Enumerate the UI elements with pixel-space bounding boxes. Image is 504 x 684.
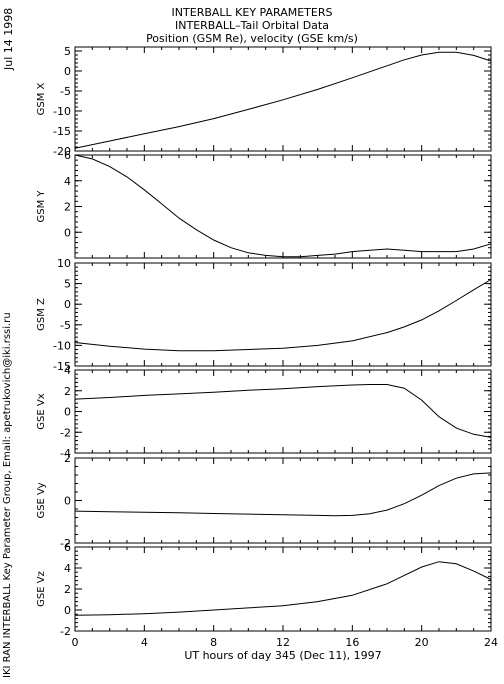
y-tick-label: 5: [64, 45, 71, 58]
y-tick-label: 0: [64, 495, 71, 508]
y-tick-label: 6: [64, 541, 71, 554]
y-tick-label: 10: [57, 257, 71, 270]
panel-frame-5: [74, 457, 492, 544]
y-tick-label: -5: [60, 319, 71, 332]
series-line-6: [74, 561, 492, 616]
y-tick-label: -2: [60, 426, 71, 439]
y-axis-label-4: GSE Vx: [36, 393, 47, 429]
y-tick-label: -15: [53, 125, 71, 138]
y-tick-label: 0: [64, 406, 71, 419]
y-tick-label: -20: [53, 145, 71, 158]
y-axis-label-1: GSM X: [36, 82, 47, 115]
y-axis-label-2: GSM Y: [36, 190, 47, 223]
x-tick-label: 24: [484, 636, 498, 649]
series-line-4: [74, 384, 492, 438]
x-tick-label: 16: [345, 636, 359, 649]
y-tick-label: -5: [60, 85, 71, 98]
series-line-5: [74, 472, 492, 517]
series-line-2: [74, 154, 492, 258]
y-axis-label-6: GSE Vz: [36, 571, 47, 607]
panel-frame-2: [74, 154, 492, 259]
series-line-1: [74, 51, 492, 149]
y-axis-label-5: GSE Vy: [36, 482, 47, 518]
y-tick-label: -2: [60, 537, 71, 550]
y-tick-label: 0: [64, 226, 71, 239]
series-line-3: [74, 279, 492, 352]
chart-subtitle-units: Position (GSM Re), velocity (GSE km/s): [146, 32, 358, 45]
y-tick-label: 4: [64, 364, 71, 377]
x-tick-label: 12: [276, 636, 290, 649]
y-tick-label: 2: [64, 583, 71, 596]
y-axis-label-3: GSM Z: [36, 298, 47, 331]
panel-frame-3: [74, 262, 492, 367]
y-tick-label: -2: [60, 625, 71, 638]
x-tick-label: 8: [210, 636, 217, 649]
chart-title: INTERBALL KEY PARAMETERS: [171, 6, 333, 19]
y-tick-label: -10: [53, 339, 71, 352]
y-tick-label: -15: [53, 360, 71, 373]
y-tick-label: 2: [64, 201, 71, 214]
panel-frame-4: [74, 369, 492, 454]
y-tick-label: 6: [64, 149, 71, 162]
y-tick-label: 5: [64, 278, 71, 291]
x-tick-label: 4: [141, 636, 148, 649]
chart-subtitle: INTERBALL–Tail Orbital Data: [175, 19, 329, 32]
y-tick-label: 0: [64, 604, 71, 617]
x-tick-label: 0: [72, 636, 79, 649]
y-tick-label: 2: [64, 452, 71, 465]
x-axis-label: UT hours of day 345 (Dec 11), 1997: [184, 649, 381, 662]
y-tick-label: 4: [64, 562, 71, 575]
panel-frame-6: [74, 546, 492, 632]
y-tick-label: 4: [64, 175, 71, 188]
y-tick-label: 2: [64, 385, 71, 398]
x-tick-label: 20: [415, 636, 429, 649]
y-tick-label: -10: [53, 105, 71, 118]
y-tick-label: 0: [64, 65, 71, 78]
y-tick-label: 0: [64, 298, 71, 311]
y-tick-label: -4: [60, 447, 71, 460]
